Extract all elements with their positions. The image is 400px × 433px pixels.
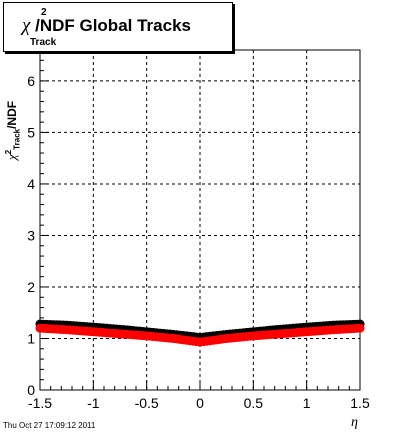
data-point — [355, 323, 365, 333]
y-tick-label: 3 — [27, 227, 35, 243]
ylabel-text: /NDF — [5, 100, 19, 129]
chart-title: χ /NDF Global Tracks — [22, 15, 191, 37]
y-tick-label: 5 — [27, 124, 35, 140]
y-axis-label: χ2Track/NDF — [4, 101, 21, 160]
y-tick-label: 1 — [27, 330, 35, 346]
x-tick-label: -0.5 — [135, 395, 159, 411]
title-subscript: Track — [30, 37, 57, 48]
axis-ticks — [39, 59, 361, 391]
y-tick-label: 2 — [27, 279, 35, 295]
data-series — [35, 319, 365, 347]
ylabel-sup: 2 — [4, 149, 13, 155]
ylabel-chi: χ — [4, 154, 19, 160]
x-tick-label: -1.5 — [28, 395, 52, 411]
x-axis-label: η — [351, 415, 358, 430]
x-tick-label: -1 — [87, 395, 100, 411]
x-tick-label: 0.5 — [244, 395, 264, 411]
series-1 — [35, 323, 365, 347]
title-text: /NDF Global Tracks — [35, 16, 191, 35]
x-tick-label: 0 — [196, 395, 204, 411]
title-box: χ /NDF Global Tracks 2 Track — [3, 2, 233, 52]
ylabel-sub: Track — [12, 128, 22, 150]
x-tick-label: 1 — [303, 395, 311, 411]
y-tick-label: 0 — [27, 382, 35, 398]
y-tick-label: 6 — [27, 73, 35, 89]
y-tick-label: 4 — [27, 176, 35, 192]
x-tick-label: 1.5 — [350, 395, 370, 411]
tick-labels: -1.5 -1 -0.5 0 0.5 1 1.5 0 1 2 3 4 5 6 — [27, 73, 370, 411]
timestamp: Thu Oct 27 17:09:12 2011 — [3, 421, 96, 430]
title-chi: χ — [22, 15, 31, 36]
title-superscript: 2 — [41, 7, 47, 18]
